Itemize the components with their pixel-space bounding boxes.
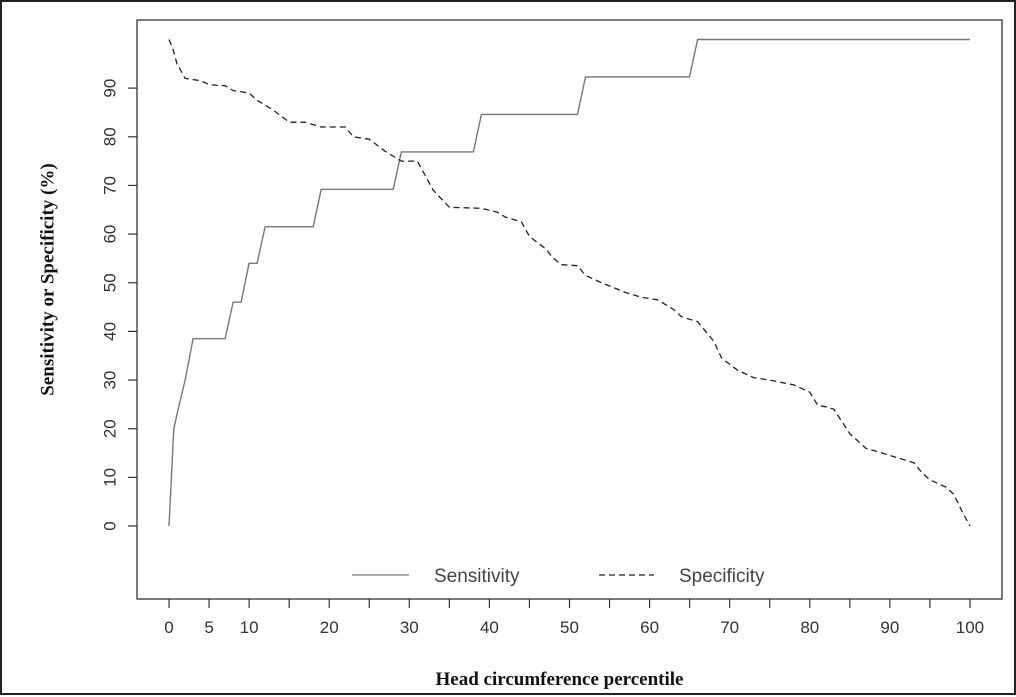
x-tick-label: 40 (480, 618, 499, 637)
series-sensitivity-line (168, 38, 970, 527)
x-tick-label: 50 (560, 618, 579, 637)
x-tick-label: 5 (204, 618, 213, 637)
y-tick-label: 90 (101, 79, 120, 98)
x-tick-label: 100 (956, 618, 984, 637)
legend: Sensitivity Specificity (352, 566, 765, 587)
x-tick-label: 20 (320, 618, 339, 637)
legend-label-specificity: Specificity (679, 566, 765, 587)
x-axis: 0 5 10 20 30 40 50 60 70 80 90 100 (164, 599, 984, 637)
y-axis: 0 10 20 30 40 50 60 70 80 90 (101, 79, 137, 531)
x-tick-label: 80 (800, 618, 819, 637)
y-tick-label: 40 (101, 322, 120, 341)
x-tick-label: 0 (164, 618, 173, 637)
x-tick-label: 70 (720, 618, 739, 637)
x-tick-label: 90 (880, 618, 899, 637)
y-tick-label: 70 (101, 176, 120, 195)
x-tick-label: 60 (640, 618, 659, 637)
legend-label-sensitivity: Sensitivity (434, 566, 520, 587)
y-tick-label: 0 (101, 521, 120, 530)
x-tick-label: 10 (240, 618, 259, 637)
x-tick-label: 30 (400, 618, 419, 637)
y-axis-title: Sensitivity or Specificity (%) (38, 163, 59, 395)
y-tick-label: 30 (101, 371, 120, 390)
y-tick-label: 80 (101, 127, 120, 146)
series-specificity-line (168, 39, 971, 527)
y-tick-label: 50 (101, 273, 120, 292)
series-layer (168, 38, 971, 527)
y-tick-label: 60 (101, 225, 120, 244)
y-tick-label: 10 (101, 468, 120, 487)
y-tick-label: 20 (101, 419, 120, 438)
x-axis-title: Head circumference percentile (436, 669, 684, 690)
